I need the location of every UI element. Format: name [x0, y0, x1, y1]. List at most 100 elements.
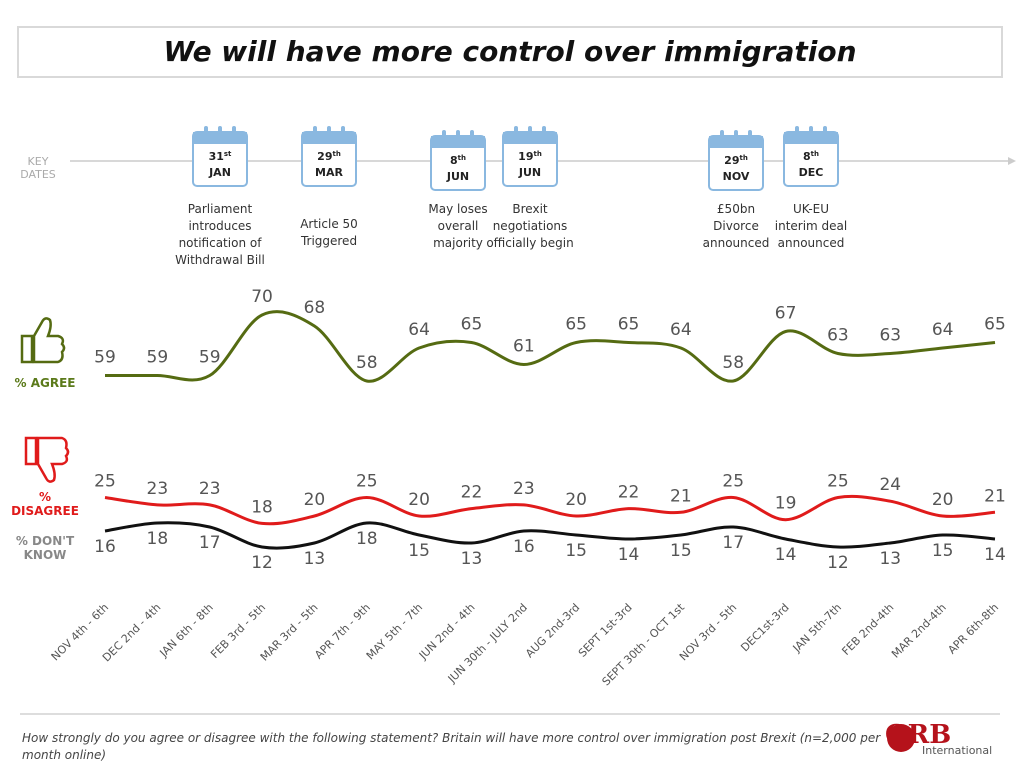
x-tick-label: AUG 2nd-3rd	[523, 601, 582, 660]
calendar-ring	[809, 126, 813, 137]
calendar-day: 8th	[450, 154, 466, 167]
data-label: 59	[94, 348, 116, 368]
calendar-ring	[204, 126, 208, 137]
day: 8	[803, 150, 811, 163]
day-suffix: st	[224, 150, 232, 158]
thumbs-up-icon	[20, 317, 66, 364]
key-dates-label: KEY DATES	[20, 155, 56, 181]
legend-entry: % DISAGREE	[11, 490, 79, 518]
calendar-month: NOV	[723, 170, 750, 183]
calendar-day: 8th	[803, 150, 819, 163]
data-label: 14	[618, 545, 640, 565]
data-label: 22	[461, 483, 483, 503]
day-suffix: th	[533, 150, 541, 158]
data-label: 16	[513, 537, 535, 557]
data-label: 20	[408, 490, 430, 510]
data-label: 14	[984, 545, 1006, 565]
x-tick-label: FEB 2nd-4th	[839, 601, 896, 658]
event-text: Brexit negotiations officially begin	[486, 202, 574, 250]
calendar-day: 29th	[317, 150, 341, 163]
data-label: 15	[932, 541, 954, 561]
calendar-ring	[232, 126, 236, 137]
legend-entry: % DON'T KNOW	[15, 534, 75, 562]
data-label: 13	[461, 549, 483, 569]
legend-entry: % AGREE	[14, 376, 76, 390]
data-label: 59	[147, 348, 169, 368]
logo-mark	[887, 724, 915, 752]
day-suffix: th	[332, 150, 340, 158]
timeline-arrow	[1008, 157, 1016, 165]
data-label: 16	[94, 537, 116, 557]
data-label: 12	[251, 553, 273, 573]
calendar-day: 29th	[724, 154, 748, 167]
footnote: How strongly do you agree or disagree wi…	[22, 731, 881, 762]
x-tick-label: JAN 6th - 8th	[157, 601, 216, 660]
data-label: 21	[984, 486, 1006, 506]
data-label: 25	[722, 472, 744, 492]
data-label: 64	[670, 320, 692, 340]
title-box: We will have more control over immigrati…	[17, 26, 1003, 78]
data-label: 13	[879, 549, 901, 569]
thumbs-down-icon	[24, 436, 70, 483]
calendar-month: JUN	[446, 170, 469, 183]
data-label: 25	[356, 472, 378, 492]
data-label: 25	[827, 472, 849, 492]
data-label: 22	[618, 483, 640, 503]
calendar-ring	[542, 126, 546, 137]
data-label: 23	[513, 479, 535, 499]
day: 29	[724, 154, 739, 167]
event-text: Parliament introduces notification of Wi…	[175, 202, 265, 267]
calendar-ring	[456, 130, 460, 141]
day: 8	[450, 154, 458, 167]
calendar-day: 19th	[518, 150, 542, 163]
calendar-ring	[470, 130, 474, 141]
calendar-ring	[748, 130, 752, 141]
data-label: 59	[199, 348, 221, 368]
data-label: 14	[775, 545, 797, 565]
x-tick-label: JAN 5th-7th	[790, 601, 844, 655]
day: 19	[518, 150, 533, 163]
data-label: 23	[199, 479, 221, 499]
calendar-ring	[795, 126, 799, 137]
data-label: 58	[356, 353, 378, 373]
data-label: 24	[879, 475, 901, 495]
data-label: 18	[356, 529, 378, 549]
data-label: 68	[304, 298, 326, 318]
series-line	[104, 494, 996, 526]
x-tick-label: MAR 2nd-4th	[889, 601, 949, 661]
data-label: 63	[879, 326, 901, 346]
data-label: 65	[461, 315, 483, 335]
data-label: 70	[251, 287, 273, 307]
data-label: 65	[565, 315, 587, 335]
data-label: 20	[932, 490, 954, 510]
calendar-ring	[528, 126, 532, 137]
data-label: 13	[304, 549, 326, 569]
data-label: 17	[722, 533, 744, 553]
data-label: 12	[827, 553, 849, 573]
data-label: 65	[618, 315, 640, 335]
day-suffix: th	[739, 154, 747, 162]
event-text: UK-EU interim deal announced	[774, 202, 848, 250]
calendar-month: MAR	[315, 166, 343, 179]
data-label: 67	[775, 304, 797, 324]
calendar-ring	[327, 126, 331, 137]
data-label: 15	[408, 541, 430, 561]
calendar-month: DEC	[799, 166, 824, 179]
calendar-month: JUN	[518, 166, 541, 179]
x-tick-label: APR 6th-8th	[945, 601, 1001, 657]
calendar-day: 31st	[209, 150, 232, 163]
x-tick-label: SEPT 1st-3rd	[576, 601, 635, 660]
calendar-ring	[734, 130, 738, 141]
data-label: 19	[775, 494, 797, 514]
data-label: 25	[94, 472, 116, 492]
data-label: 20	[565, 490, 587, 510]
data-label: 63	[827, 326, 849, 346]
data-label: 58	[722, 353, 744, 373]
chart-title: We will have more control over immigrati…	[163, 35, 857, 68]
series-line	[105, 310, 996, 383]
calendar-ring	[341, 126, 345, 137]
data-label: 20	[304, 490, 326, 510]
calendar-ring	[720, 130, 724, 141]
data-label: 15	[565, 541, 587, 561]
